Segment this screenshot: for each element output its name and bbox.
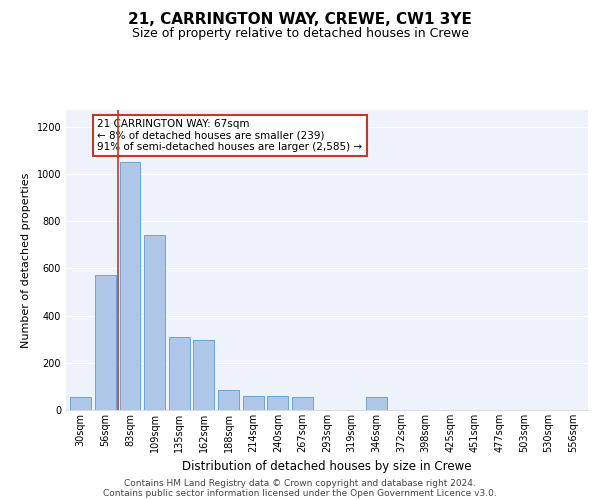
Text: Contains HM Land Registry data © Crown copyright and database right 2024.: Contains HM Land Registry data © Crown c… xyxy=(124,478,476,488)
Bar xyxy=(267,396,288,410)
Text: 21, CARRINGTON WAY, CREWE, CW1 3YE: 21, CARRINGTON WAY, CREWE, CW1 3YE xyxy=(128,12,472,28)
Bar xyxy=(218,390,239,410)
Bar xyxy=(119,162,140,410)
Bar xyxy=(70,397,91,410)
Bar xyxy=(144,235,165,410)
Text: 21 CARRINGTON WAY: 67sqm
← 8% of detached houses are smaller (239)
91% of semi-d: 21 CARRINGTON WAY: 67sqm ← 8% of detache… xyxy=(97,119,362,152)
Y-axis label: Number of detached properties: Number of detached properties xyxy=(21,172,31,348)
X-axis label: Distribution of detached houses by size in Crewe: Distribution of detached houses by size … xyxy=(182,460,472,473)
Bar xyxy=(193,340,214,410)
Text: Contains public sector information licensed under the Open Government Licence v3: Contains public sector information licen… xyxy=(103,488,497,498)
Bar xyxy=(242,396,263,410)
Bar xyxy=(95,276,116,410)
Bar xyxy=(292,397,313,410)
Bar xyxy=(169,337,190,410)
Text: Size of property relative to detached houses in Crewe: Size of property relative to detached ho… xyxy=(131,28,469,40)
Bar xyxy=(366,397,387,410)
